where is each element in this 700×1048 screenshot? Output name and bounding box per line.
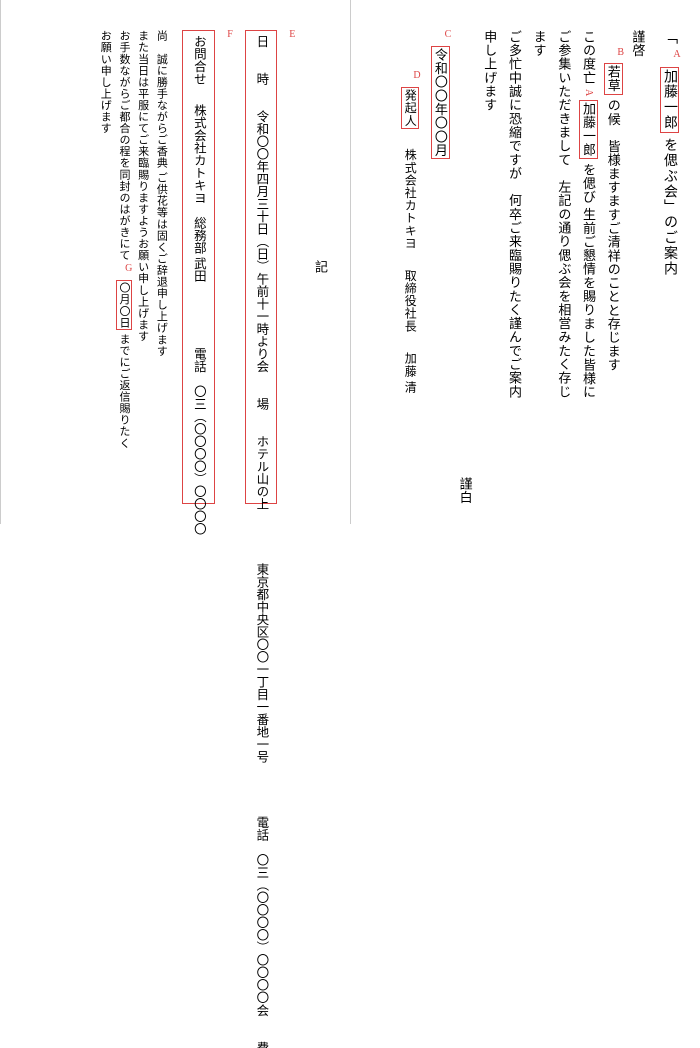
note-1: 尚 誠に勝手ながらご香典 ご供花等は固くご辞退申し上げます [152,30,171,504]
contact-name: 株式会社カトキヨ 総務部 武田 [192,104,206,282]
note-3-date-wrapper: G 〇月〇日 [118,264,130,333]
keigu: 謹白 [458,477,473,504]
label-g: G [125,264,133,274]
row-venue-tel-value: 電話 〇三（〇〇〇〇）〇〇〇〇 [254,816,268,1004]
contact-tel: 電話 〇三（〇〇〇〇）〇〇〇〇 [192,348,206,536]
body-2b: を偲び 生前ご懇情を賜りました皆様に [581,163,596,399]
note-2: また当日は平服にてご来臨賜りますようお願い申し上げます [133,30,152,504]
ki-heading: 記 [307,30,332,504]
hokki-label-wrapper: D 発起人 [403,71,417,132]
page-right: 「 A 加藤一郎 を偲ぶ会」のご案内 謹啓 B 若草 の候 皆様ますますご清祥の… [350,0,700,524]
title-prefix: 「 [662,30,677,45]
label-a-2: A [583,89,594,97]
record-wrapper: E 日 時 令和〇〇年四月三十日（日）午前十一時より 会 場 ホテル山の上 東京… [245,30,296,504]
hokki-name: 加藤 清 [403,352,417,393]
keigu-line: 謹白 [452,30,477,504]
date-line: 令和〇〇年〇〇月 [431,46,450,159]
date-line-wrapper: C 令和〇〇年〇〇月 [427,30,452,504]
body-5: ご多忙中誠に恐縮ですが 何卒ご来臨賜りたく謹んでご案内 [501,30,526,504]
seasonal-season: 若草 [604,63,623,94]
row-date: 日 時 令和〇〇年四月三十日（日）午前十一時より [250,35,273,360]
body-2-name: 加藤一郎 [579,100,598,159]
spacer [170,30,182,504]
body-2: この度亡 A 加藤一郎 を偲び 生前ご懇情を賜りました皆様に [575,30,600,504]
row-fee-label: 会 費 [254,1004,268,1048]
note-3: お手数ながらご都合の程を同封のはがきにて G 〇月〇日 までにご返信賜りたく [114,30,133,504]
contact-row-1: お問合せ 株式会社カトキヨ 総務部 武田 [187,35,210,282]
note-3a: お手数ながらご都合の程を同封のはがきにて [118,30,130,261]
body-6: 申し上げます [477,30,502,504]
seasonal-box-wrapper: B 若草 [606,48,621,99]
contact-label: お問合せ [192,35,206,85]
row-venue-name: ホテル山の上 [254,435,268,510]
label-d: D [413,71,421,81]
row-date-label: 日 時 [254,35,268,91]
note-3b: までにご返信賜りたく [118,333,130,449]
title-suffix: を偲ぶ会」のご案内 [662,138,677,277]
row-venue: 会 場 ホテル山の上 [250,360,273,510]
keihai: 謹啓 [625,30,650,504]
body-2-name-wrapper: A 加藤一郎 [581,89,596,163]
hokki-title: 取締役社長 [403,269,417,332]
body-2a: この度亡 [581,30,596,85]
row-fee: 会 費 〇〇〇〇円 [250,1004,273,1048]
label-b: B [617,48,624,58]
row-date-value: 令和〇〇年四月三十日（日）午前十一時より [254,110,268,360]
body-3: ご参集いただきまして 左記の通り偲ぶ会を相営みたく存じ [551,30,576,504]
title-name: 加藤一郎 [660,67,679,133]
hokki-label: 発起人 [401,87,419,129]
date-line-boxwrap: C 令和〇〇年〇〇月 [433,30,448,159]
page-left: 記 E 日 時 令和〇〇年四月三十日（日）午前十一時より 会 場 ホテル山の上 … [0,0,350,524]
row-venue-label: 会 場 [254,360,268,416]
seasonal-post: の候 皆様ますますご清祥のことと存じます [606,99,621,372]
seasonal: B 若草 の候 皆様ますますご清祥のことと存じます [600,30,625,504]
spacer [233,30,245,504]
row-venue-addr: 東京都中央区〇〇一丁目一番地一号 [250,510,273,763]
row-venue-tel: 電話 〇三（〇〇〇〇）〇〇〇〇 [250,763,273,1004]
note-4: お願い申し上げます [96,30,115,504]
hokki-company: 株式会社カトキヨ [403,149,417,250]
label-e: E [289,30,295,40]
seasonal-pre [606,30,621,44]
note-3-date: 〇月〇日 [116,280,132,330]
label-f: F [227,30,233,40]
spacer [295,30,307,504]
contact-row-2: 電話 〇三（〇〇〇〇）〇〇〇〇 [187,282,210,535]
title-name-wrapper: A 加藤一郎 [662,50,677,137]
label-a: A [673,50,682,60]
body-4: ます [526,30,551,504]
hokki-line: D 発起人 株式会社カトキヨ 取締役社長 加藤 清 [398,30,421,504]
label-c: C [445,30,452,40]
record-block: 日 時 令和〇〇年四月三十日（日）午前十一時より 会 場 ホテル山の上 東京都中… [245,30,278,504]
doc-title: 「 A 加藤一郎 を偲ぶ会」のご案内 [655,30,682,504]
row-venue-addr-value: 東京都中央区〇〇一丁目一番地一号 [254,563,268,763]
contact-wrapper: F お問合せ 株式会社カトキヨ 総務部 武田 電話 〇三（〇〇〇〇）〇〇〇〇 [182,30,233,504]
contact-block: お問合せ 株式会社カトキヨ 総務部 武田 電話 〇三（〇〇〇〇）〇〇〇〇 [182,30,215,504]
